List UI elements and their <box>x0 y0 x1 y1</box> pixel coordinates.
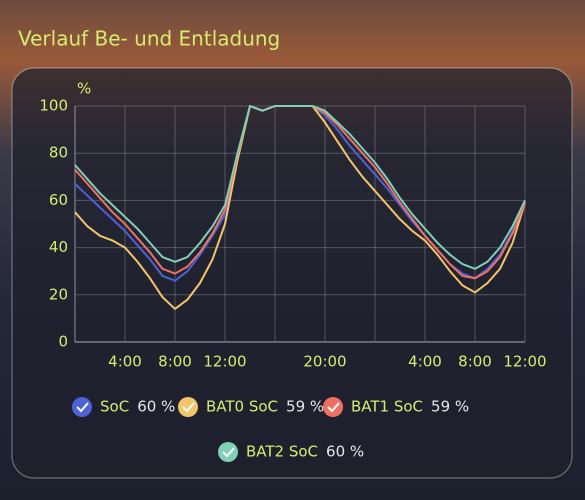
legend-value: 59 % <box>431 398 469 416</box>
y-tick-label: 100 <box>39 97 68 115</box>
legend-checkbox[interactable] <box>72 397 92 417</box>
legend-check <box>76 402 89 413</box>
legend-check <box>327 402 340 413</box>
card <box>11 67 573 479</box>
legend-value: 59 % <box>286 398 324 416</box>
legend-value: 60 % <box>137 398 175 416</box>
legend-item[interactable]: SoC 60 % <box>72 397 175 417</box>
legend-checkbox[interactable] <box>323 397 343 417</box>
legend-checkbox[interactable] <box>218 442 238 462</box>
y-tick-label: 40 <box>49 238 68 256</box>
x-tick-label: 20:00 <box>303 353 346 371</box>
legend-item[interactable]: BAT2 SoC 60 % <box>218 442 364 462</box>
y-tick-label: 20 <box>49 285 68 303</box>
x-tick-label: 8:00 <box>158 353 192 371</box>
legend-item[interactable]: BAT0 SoC 59 % <box>178 397 324 417</box>
y-tick-label: 80 <box>49 144 68 162</box>
y-tick-label: 60 <box>49 191 68 209</box>
legend-label: SoC <box>100 398 129 416</box>
x-tick-label: 12:00 <box>503 353 546 371</box>
x-tick-label: 4:00 <box>108 353 142 371</box>
legend-check <box>222 447 235 458</box>
y-axis-label: % <box>77 80 91 98</box>
series-line <box>74 105 526 270</box>
x-tick-label: 12:00 <box>203 353 246 371</box>
legend-label: BAT1 SoC <box>351 398 423 416</box>
legend-label: BAT2 SoC <box>246 443 318 461</box>
legend-label: BAT0 SoC <box>206 398 278 416</box>
legend-checkbox[interactable] <box>178 397 198 417</box>
x-tick-label: 4:00 <box>408 353 442 371</box>
legend-value: 60 % <box>326 443 364 461</box>
y-tick-label: 0 <box>58 333 68 351</box>
legend-item[interactable]: BAT1 SoC 59 % <box>323 397 469 417</box>
card-title: Verlauf Be- und Entladung <box>18 27 280 51</box>
x-tick-label: 8:00 <box>458 353 492 371</box>
legend-check <box>182 402 195 413</box>
